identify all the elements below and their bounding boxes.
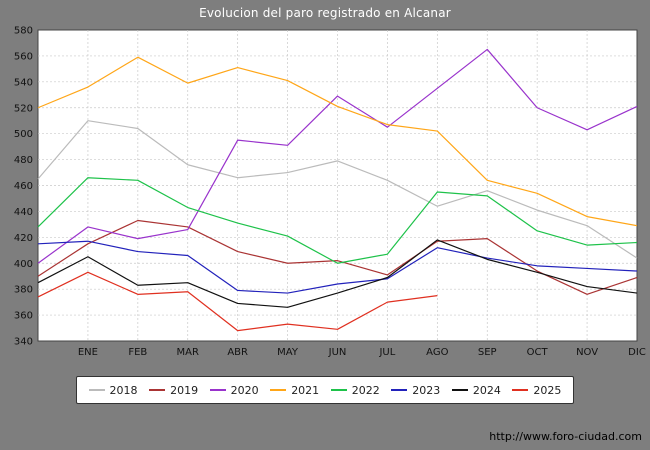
legend-item-2018: 2018: [88, 383, 138, 397]
y-tick-label: 420: [14, 233, 33, 244]
y-tick-label: 540: [14, 77, 33, 88]
legend-item-2020: 2020: [209, 383, 259, 397]
y-tick-label: 400: [14, 259, 33, 270]
legend-item-2023: 2023: [391, 384, 440, 397]
x-tick-label: FEB: [128, 347, 147, 358]
legend-swatch-2019: [149, 389, 166, 391]
x-tick-label: ABR: [227, 347, 248, 358]
y-tick-label: 460: [14, 181, 33, 192]
chart-legend: 2018 2019 2020 2021 2022 2023 2024 2025: [76, 376, 574, 404]
series-line-2021: [37, 56, 638, 227]
legend-item-2021: 2021: [270, 384, 319, 397]
legend-label-2019: 2019: [170, 383, 199, 397]
legend-item-2019: 2019: [149, 384, 198, 397]
x-tick-label: JUL: [378, 347, 395, 358]
legend-swatch-2023: [391, 389, 408, 391]
legend-swatch-2021: [270, 389, 287, 391]
website-url: http://www.foro-ciudad.com: [489, 430, 642, 443]
legend-item-2025: 2025: [512, 384, 561, 397]
y-tick-label: 440: [14, 207, 33, 218]
legend-swatch-2025: [512, 389, 529, 391]
series-line-2018: [37, 120, 638, 259]
y-tick-label: 500: [14, 129, 33, 140]
x-tick-label: ENE: [78, 347, 98, 358]
series-line-2023: [37, 240, 638, 294]
x-tick-label: AGO: [426, 347, 448, 358]
legend-label-2022: 2022: [351, 383, 380, 397]
x-tick-label: MAY: [277, 347, 299, 358]
page-title: Evolucion del paro registrado en Alcanar: [199, 6, 451, 20]
legend-label-2018: 2018: [109, 383, 138, 397]
x-tick-label: SEP: [478, 347, 497, 358]
series-line-2022: [37, 177, 638, 264]
legend-label-2025: 2025: [533, 383, 562, 397]
series-line-2020: [37, 48, 638, 264]
x-tick-label: DIC: [628, 347, 646, 358]
legend-swatch-2018: [88, 389, 105, 391]
y-tick-label: 580: [14, 26, 33, 37]
series-line-2019: [37, 219, 638, 295]
y-tick-label: 360: [14, 311, 33, 322]
y-tick-label: 520: [14, 103, 33, 114]
legend-swatch-2024: [451, 389, 468, 391]
legend-item-2022: 2022: [330, 383, 380, 397]
y-tick-label: 560: [14, 51, 33, 62]
x-tick-label: MAR: [177, 347, 199, 358]
series-line-2025: [37, 271, 438, 332]
y-tick-label: 480: [14, 155, 33, 166]
x-tick-label: OCT: [527, 347, 549, 358]
series-line-2024: [37, 239, 638, 308]
x-tick-label: NOV: [576, 347, 598, 358]
legend-label-2023: 2023: [412, 383, 441, 397]
legend-label-2020: 2020: [230, 383, 259, 397]
x-tick-label: JUN: [328, 347, 347, 358]
legend-item-2024: 2024: [451, 383, 501, 397]
legend-label-2021: 2021: [291, 383, 320, 397]
y-tick-label: 340: [14, 337, 33, 348]
legend-swatch-2020: [209, 389, 226, 391]
legend-label-2024: 2024: [472, 383, 501, 397]
legend-swatch-2022: [330, 389, 347, 391]
y-tick-label: 380: [14, 285, 33, 296]
